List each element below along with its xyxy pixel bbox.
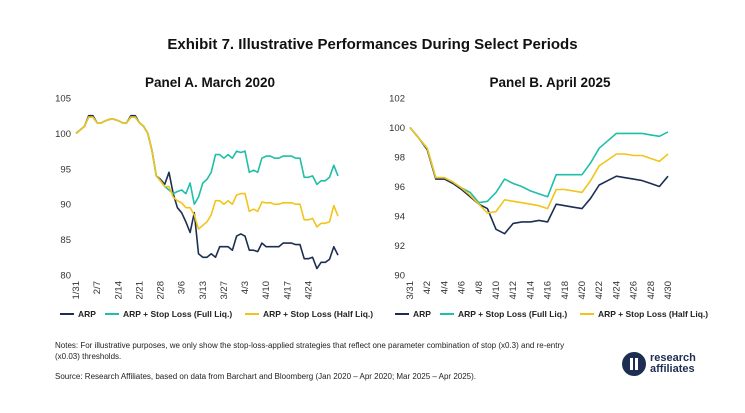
panel-b-xtick-label: 4/22 (594, 281, 605, 300)
panel-a-ytick-label: 80 (60, 271, 71, 282)
logo-line-1: research (650, 352, 696, 364)
panel-a-series-line-2 (75, 116, 339, 230)
panel-b-xtick-label: 4/12 (508, 281, 519, 300)
legend-b-arp: ARP (395, 309, 431, 319)
panel-a-ytick-label: 100 (55, 129, 71, 140)
panel-a-xtick-label: 2/28 (156, 281, 167, 300)
exhibit-title: Exhibit 7. Illustrative Performances Dur… (167, 36, 578, 53)
panel-a-ytick-label: 90 (60, 200, 71, 211)
panel-a-xtick-label: 1/31 (71, 281, 82, 300)
legend-label: ARP + Stop Loss (Half Liq.) (598, 309, 709, 319)
panel-a-xtick-label: 4/24 (303, 281, 314, 300)
legend-swatch (105, 313, 119, 315)
panel-b-xtick-label: 4/8 (474, 281, 485, 294)
legend-b-half: ARP + Stop Loss (Half Liq.) (580, 309, 708, 319)
legend-label: ARP + Stop Loss (Full Liq.) (458, 309, 568, 319)
legend-a-full: ARP + Stop Loss (Full Liq.) (105, 309, 232, 319)
research-affiliates-logo: research affiliates (622, 352, 696, 376)
panel-b-series-line-1 (409, 126, 669, 204)
logo-mark-icon (622, 352, 646, 376)
panel-a-ytick-label: 85 (60, 235, 71, 246)
panel-a-xtick-label: 4/10 (261, 281, 272, 300)
panel-b-series-line-2 (409, 126, 669, 214)
panel-b-xtick-label: 4/2 (422, 281, 433, 294)
panel-b-xtick-label: 4/10 (491, 281, 502, 300)
panel-a-ytick-label: 95 (60, 164, 71, 175)
panel-a-title: Panel A. March 2020 (144, 75, 276, 90)
legend-a-half: ARP + Stop Loss (Half Liq.) (245, 309, 373, 319)
legend-a-arp: ARP (60, 309, 96, 319)
legend-b-full: ARP + Stop Loss (Full Liq.) (440, 309, 567, 319)
panel-b-xtick-label: 4/24 (611, 281, 622, 300)
legend-label: ARP + Stop Loss (Full Liq.) (123, 309, 233, 319)
panel-b-ytick-label: 90 (394, 271, 405, 282)
panel-b-ytick-label: 102 (389, 94, 405, 105)
panel-a-xtick-label: 3/27 (219, 281, 230, 300)
legend-swatch (60, 313, 74, 315)
legend-swatch (580, 313, 594, 315)
panel-b-series-line-0 (409, 126, 669, 235)
panel-a-xtick-label: 3/13 (198, 281, 209, 300)
panel-b-xtick-label: 4/26 (629, 281, 640, 300)
panel-a-xtick-label: 3/6 (177, 281, 188, 294)
panel-b-title: Panel B. April 2025 (489, 75, 611, 90)
panel-b-ytick-label: 96 (394, 182, 405, 193)
notes: Notes: For illustrative purposes, we onl… (55, 341, 565, 361)
panel-b-xtick-label: 4/28 (646, 281, 657, 300)
panel-b-ytick-label: 94 (394, 212, 405, 223)
legend-label: ARP (78, 309, 96, 319)
panel-b-xtick-label: 4/18 (560, 281, 571, 300)
panel-a-xtick-label: 2/14 (113, 281, 124, 300)
source: Source: Research Affiliates, based on da… (55, 372, 476, 381)
legend-label: ARP + Stop Loss (Half Liq.) (263, 309, 374, 319)
panel-b-ytick-label: 100 (389, 123, 405, 134)
panel-a-xtick-label: 4/17 (282, 281, 293, 300)
panel-b-xtick-label: 4/14 (525, 281, 536, 300)
logo-line-2: affiliates (650, 363, 695, 375)
legend-label: ARP (413, 309, 431, 319)
panel-a-xtick-label: 2/21 (134, 281, 145, 300)
panel-b-ytick-label: 98 (394, 153, 405, 164)
panel-a-xtick-label: 2/7 (92, 281, 103, 294)
panel-b-xtick-label: 4/4 (439, 281, 450, 294)
panel-a-xtick-label: 4/3 (240, 281, 251, 294)
panel-b-xtick-label: 4/6 (457, 281, 468, 294)
panel-b-xtick-label: 4/20 (577, 281, 588, 300)
panel-b-ytick-label: 92 (394, 241, 405, 252)
panel-b-xtick-label: 3/31 (405, 281, 416, 300)
panel-b-xtick-label: 4/16 (543, 281, 554, 300)
legend-swatch (245, 313, 259, 315)
logo-text: research affiliates (650, 353, 696, 375)
panel-b-xtick-label: 4/30 (663, 281, 674, 300)
legend-swatch (440, 313, 454, 315)
legend-swatch (395, 313, 409, 315)
panel-a-ytick-label: 105 (55, 94, 71, 105)
